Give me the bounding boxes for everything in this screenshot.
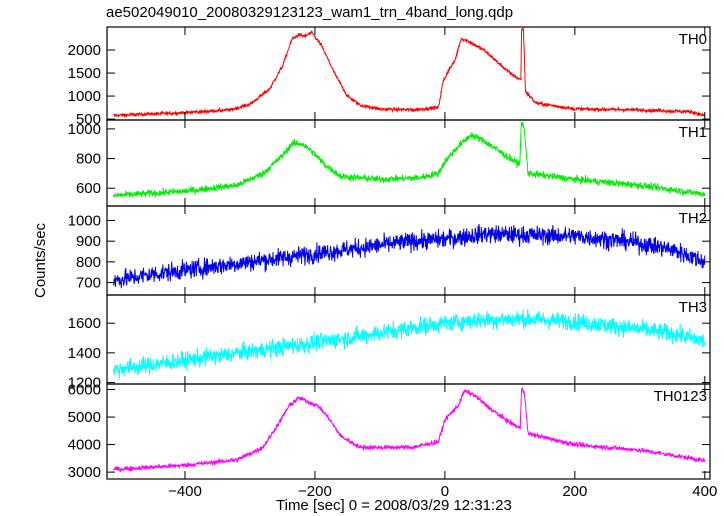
y-tick-label: 1500 <box>68 65 101 82</box>
y-tick-label: 1400 <box>68 345 101 362</box>
panel-th2: 700 800 900 1000 TH2 <box>68 205 711 296</box>
y-tick-label: 1000 <box>68 88 101 105</box>
panel-frame <box>106 383 711 480</box>
x-tick-label: 200 <box>562 483 587 500</box>
y-tick-label: 4000 <box>68 437 101 454</box>
panel-frame <box>106 119 711 207</box>
panel-frame <box>106 205 711 296</box>
chart-title: ae502049010_20080329123123_wam1_trn_4ban… <box>106 4 514 21</box>
x-tick-label: −400 <box>168 483 202 500</box>
series-line-th0 <box>113 27 706 118</box>
x-axis-label: Time [sec] 0 = 2008/03/29 12:31:23 <box>276 497 512 514</box>
y-tick-label: 600 <box>76 180 101 197</box>
y-tick-label: 800 <box>76 254 101 271</box>
y-tick-label: 3000 <box>68 464 101 481</box>
panel-th0123: 3000 4000 5000 6000 TH0123 <box>68 382 711 481</box>
y-tick-label: 1000 <box>68 121 101 138</box>
panel-th3: 1200 1400 1600 TH3 <box>68 294 711 392</box>
panel-label-th2: TH2 <box>679 210 707 227</box>
panel-label-th0: TH0 <box>679 31 707 48</box>
y-tick-label: 800 <box>76 151 101 168</box>
series-line-th2 <box>113 223 706 289</box>
panel-label-th3: TH3 <box>679 299 707 316</box>
y-tick-label: 1200 <box>68 375 101 392</box>
y-tick-label: 1000 <box>68 212 101 229</box>
panel-frame <box>106 294 711 385</box>
y-tick-label: 900 <box>76 233 101 250</box>
series-line-th3 <box>113 308 706 380</box>
series-line-th0123 <box>113 387 706 473</box>
y-tick-label: 5000 <box>68 409 101 426</box>
panel-th1: 600 800 1000 TH1 <box>68 119 711 207</box>
panel-label-th1: TH1 <box>679 124 707 141</box>
x-tick-label: 0 <box>441 483 449 500</box>
panel-frame <box>106 26 711 121</box>
panel-th0: 500 1000 1500 2000 TH0 <box>68 26 711 128</box>
series-line-th1 <box>113 121 706 198</box>
y-tick-label: 1600 <box>68 315 101 332</box>
y-tick-label: 6000 <box>68 382 101 399</box>
y-tick-label: 700 <box>76 275 101 292</box>
x-tick-label: 400 <box>692 483 717 500</box>
panel-label-th0123: TH0123 <box>654 388 707 405</box>
y-tick-label: 2000 <box>68 42 101 59</box>
x-tick-label: −200 <box>298 483 332 500</box>
y-tick-label: 500 <box>76 111 101 128</box>
